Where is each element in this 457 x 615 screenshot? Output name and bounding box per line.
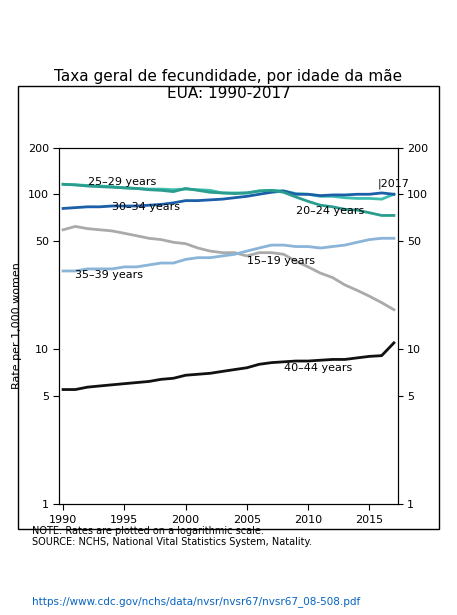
Text: https://www.cdc.gov/nchs/data/nvsr/nvsr67/nvsr67_08-508.pdf: https://www.cdc.gov/nchs/data/nvsr/nvsr6… bbox=[32, 597, 360, 608]
Text: 40–44 years: 40–44 years bbox=[284, 363, 352, 373]
Text: 25–29 years: 25–29 years bbox=[88, 177, 156, 187]
Text: Taxa geral de fecundidade, por idade da mãe
EUA: 1990-2017: Taxa geral de fecundidade, por idade da … bbox=[54, 69, 403, 101]
Text: 35–39 years: 35–39 years bbox=[75, 271, 143, 280]
Text: 30–34 years: 30–34 years bbox=[112, 202, 180, 212]
Text: 20–24 years: 20–24 years bbox=[296, 206, 364, 216]
Text: 15–19 years: 15–19 years bbox=[247, 256, 315, 266]
Text: NOTE: Rates are plotted on a logarithmic scale.
SOURCE: NCHS, National Vital Sta: NOTE: Rates are plotted on a logarithmic… bbox=[32, 526, 312, 547]
Y-axis label: Rate per 1,000 women: Rate per 1,000 women bbox=[12, 263, 22, 389]
Text: |2017: |2017 bbox=[378, 178, 410, 189]
